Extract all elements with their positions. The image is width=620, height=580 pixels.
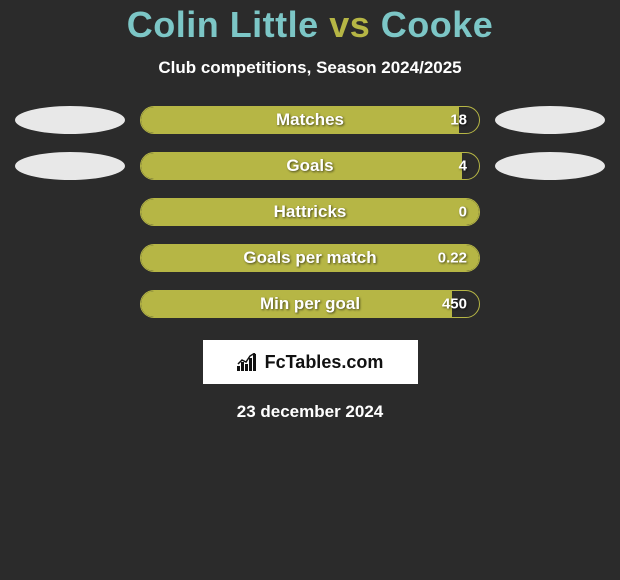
stat-bar: Goals 4	[140, 152, 480, 180]
left-placeholder	[0, 290, 140, 318]
right-placeholder	[480, 106, 620, 134]
source-logo: FcTables.com	[203, 340, 418, 384]
stat-label: Goals	[286, 156, 333, 176]
stat-label: Hattricks	[274, 202, 347, 222]
stat-label: Goals per match	[243, 248, 376, 268]
stat-label: Min per goal	[260, 294, 360, 314]
stat-label: Matches	[276, 110, 344, 130]
vs-separator: vs	[329, 4, 370, 45]
comparison-card: Colin Little vs Cooke Club competitions,…	[0, 0, 620, 422]
player2-avatar-placeholder	[495, 106, 605, 134]
stat-value: 0	[459, 204, 467, 221]
stat-value: 450	[442, 296, 467, 313]
stat-bar: Hattricks 0	[140, 198, 480, 226]
stat-value: 4	[459, 158, 467, 175]
player2-name: Cooke	[381, 4, 494, 45]
bar-track: Goals 4	[140, 152, 480, 180]
bar-track: Min per goal 450	[140, 290, 480, 318]
player1-avatar-placeholder	[15, 152, 125, 180]
player1-name: Colin Little	[127, 4, 319, 45]
right-placeholder	[480, 244, 620, 272]
right-placeholder	[480, 152, 620, 180]
player1-avatar-placeholder	[15, 106, 125, 134]
stat-bar: Goals per match 0.22	[140, 244, 480, 272]
stat-value: 18	[450, 112, 467, 129]
fctables-icon	[237, 353, 259, 371]
right-placeholder	[480, 198, 620, 226]
page-title: Colin Little vs Cooke	[127, 4, 494, 46]
stat-bar: Matches 18	[140, 106, 480, 134]
player2-avatar-placeholder	[495, 152, 605, 180]
source-logo-text: FcTables.com	[265, 352, 384, 373]
stat-value: 0.22	[438, 250, 467, 267]
left-placeholder	[0, 244, 140, 272]
subtitle: Club competitions, Season 2024/2025	[158, 58, 461, 78]
stats-chart: Matches 18 Goals 4 Hattricks 0 Goals per match…	[0, 106, 620, 318]
bar-track: Hattricks 0	[140, 198, 480, 226]
left-placeholder	[0, 152, 140, 180]
left-placeholder	[0, 198, 140, 226]
right-placeholder	[480, 290, 620, 318]
date-label: 23 december 2024	[237, 402, 384, 422]
stat-bar: Min per goal 450	[140, 290, 480, 318]
left-placeholder	[0, 106, 140, 134]
bar-track: Matches 18	[140, 106, 480, 134]
bar-track: Goals per match 0.22	[140, 244, 480, 272]
